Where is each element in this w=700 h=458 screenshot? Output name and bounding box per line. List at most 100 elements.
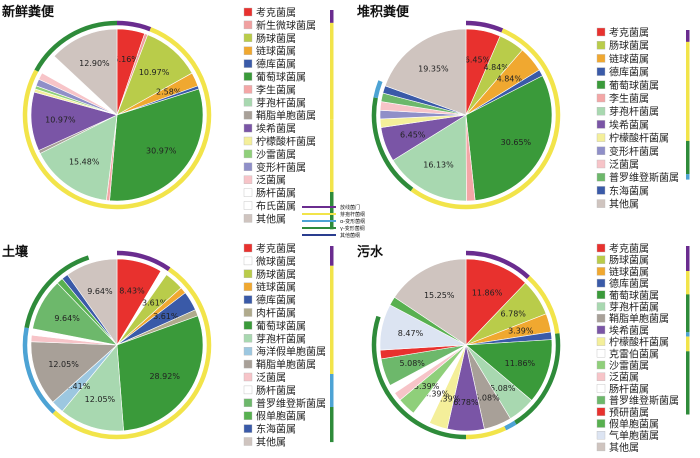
phylum-ring-arc: [465, 250, 530, 280]
data-label: 6.45%: [400, 131, 426, 140]
legend-label: 其他属: [256, 436, 286, 449]
legend-label: 微球菌属: [256, 255, 296, 268]
phylum-ring-arc: [22, 327, 56, 414]
phylum-ring-arc: [410, 28, 561, 210]
legend-swatch: [243, 243, 253, 253]
legend-swatch: [596, 93, 606, 103]
legend-swatch: [243, 110, 253, 120]
legend-label: 变形杆菌属: [256, 161, 306, 174]
legend-label: 鞘脂单胞菌属: [256, 358, 316, 371]
legend-swatch: [243, 201, 253, 210]
legend-label: 假单胞菌属: [256, 410, 306, 423]
legend-swatch: [596, 384, 606, 393]
phylum-bar: [330, 246, 334, 266]
legend-label: 沙雷菌属: [256, 149, 296, 161]
phylum-legend-label: 放线菌门: [340, 204, 360, 211]
pie-slice: [465, 258, 526, 346]
legend-swatch: [243, 269, 253, 278]
legend-label: 葡萄球菌属: [609, 289, 659, 302]
phylum-ring-arc: [52, 267, 212, 440]
legend-swatch: [243, 321, 253, 330]
legend-label: 芽孢杆菌属: [256, 96, 306, 109]
legend-label: 普罗维登斯菌属: [609, 394, 679, 407]
phylum-ring-arc: [504, 420, 517, 431]
phylum-bar: [686, 246, 690, 271]
legend-swatch: [243, 214, 253, 223]
phylum-bar: [330, 10, 334, 23]
phylum-bar: [686, 271, 690, 295]
legend-label: 埃希菌属: [609, 118, 649, 131]
phylum-ring-arc: [116, 250, 171, 272]
legend-label: 海洋假单胞菌属: [256, 345, 326, 358]
legend-swatch: [596, 27, 606, 37]
data-label: 3.39%: [508, 326, 534, 335]
legend-label: 泛菌属: [256, 175, 286, 187]
legend-swatch: [596, 349, 606, 358]
legend-label: 普罗维登斯菌属: [256, 397, 326, 410]
legend-swatch: [243, 33, 253, 42]
data-label: 30.65%: [501, 138, 532, 147]
legend-swatch: [243, 398, 253, 407]
data-label: 15.25%: [424, 291, 455, 300]
legend-label: 葡萄球菌属: [609, 79, 659, 92]
legend-swatch: [243, 359, 253, 369]
chart-title: 土壤: [2, 244, 29, 260]
data-label: 12.90%: [79, 59, 110, 68]
phylum-ring-arc: [34, 20, 118, 72]
pie-slice: [61, 344, 124, 432]
legend-swatch: [596, 407, 606, 416]
legend-label: 肠球菌属: [609, 39, 649, 52]
legend-label: 肠球菌属: [609, 254, 649, 267]
legend-label: 肠球菌属: [256, 32, 296, 45]
pie-slice: [465, 75, 553, 201]
legend-label: 其他属: [609, 441, 639, 454]
legend-swatch: [243, 282, 253, 291]
chart-title: 堆积粪便: [357, 4, 410, 20]
legend-swatch: [243, 437, 253, 446]
phylum-bar: [686, 30, 690, 42]
legend-label: 考克菌属: [256, 243, 296, 255]
phylum-ring-arc: [24, 255, 90, 329]
data-label: 4.84%: [483, 63, 509, 72]
legend-swatch: [596, 120, 606, 129]
legend-swatch: [596, 80, 606, 90]
legend-swatch: [243, 123, 253, 133]
legend-label: 柠檬酸杆菌属: [609, 336, 669, 349]
pie-slice: [384, 28, 467, 116]
legend-label: 芽孢杆菌属: [609, 301, 659, 314]
legend-swatch: [596, 41, 606, 50]
legend-label: 考克菌属: [256, 7, 296, 19]
phylum-bar: [330, 374, 334, 407]
legend-swatch: [243, 188, 253, 197]
legend-label: 鞘脂单胞菌属: [256, 109, 316, 122]
legend-swatch: [596, 278, 606, 288]
legend-label: 链球菌属: [609, 52, 649, 65]
data-label: 16.13%: [423, 161, 454, 170]
phylum-bar: [686, 351, 690, 415]
data-label: 9.64%: [54, 314, 80, 323]
phylum-bar: [330, 192, 334, 230]
legend-swatch: [596, 325, 606, 335]
legend-swatch: [596, 372, 606, 381]
pie-slice: [394, 258, 467, 346]
legend-swatch: [596, 186, 606, 195]
data-label: 12.05%: [48, 360, 79, 369]
legend-swatch: [596, 67, 606, 76]
data-label: 5.08%: [399, 359, 425, 368]
legend-label: 预研菌属: [609, 407, 649, 419]
legend-swatch: [243, 149, 253, 159]
legend-label: 考克菌属: [609, 243, 649, 255]
legend-swatch: [243, 136, 253, 146]
phylum-bar: [686, 294, 690, 333]
data-label: 5.08%: [474, 394, 500, 403]
phylum-bar: [330, 119, 334, 193]
data-label: 6.78%: [453, 398, 479, 407]
legend-swatch: [243, 424, 253, 433]
phylum-ring-arc: [116, 27, 212, 210]
legend-label: 东海菌属: [256, 423, 296, 436]
legend-swatch: [243, 334, 253, 343]
legend-swatch: [243, 347, 253, 356]
legend-swatch: [596, 442, 606, 452]
data-label: 9.64%: [87, 287, 113, 296]
legend-label: 假单胞菌属: [609, 418, 659, 431]
